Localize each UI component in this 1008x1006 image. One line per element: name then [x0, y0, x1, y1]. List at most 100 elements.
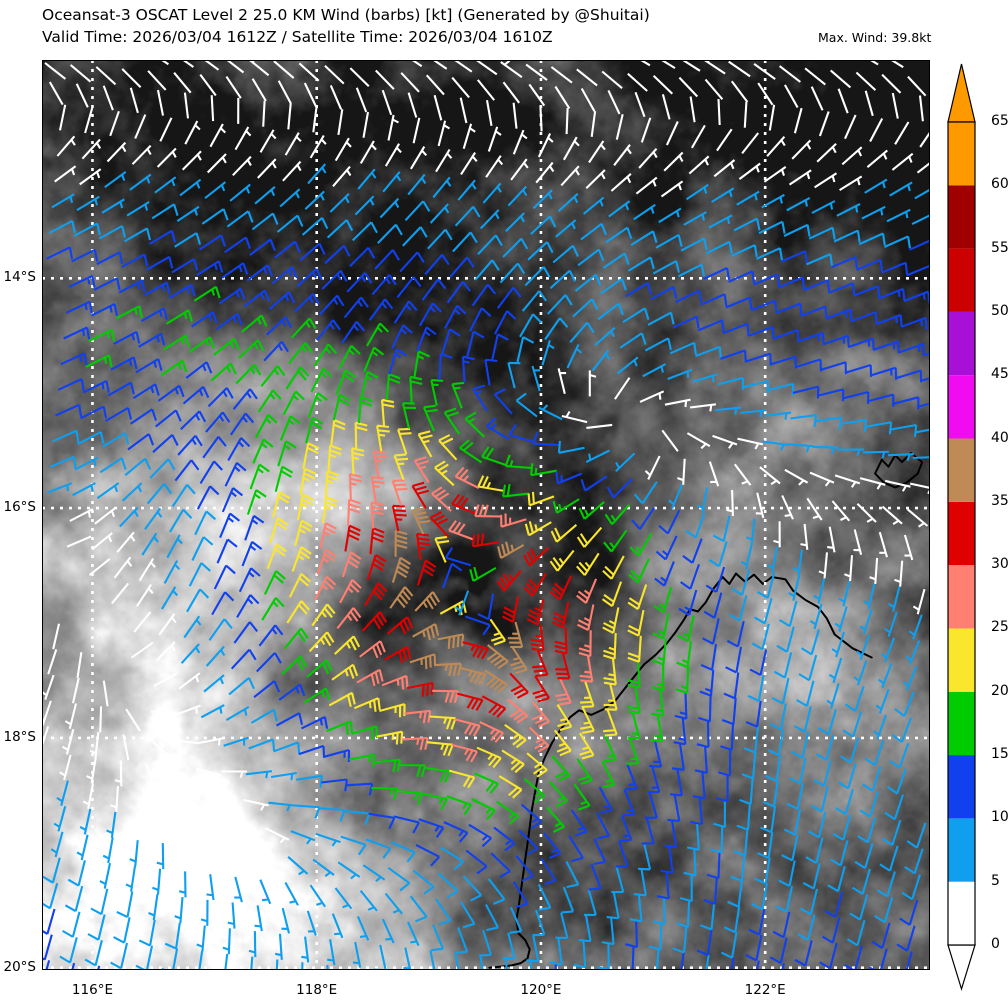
wind-barb	[783, 84, 799, 109]
wind-barb	[781, 834, 799, 862]
wind-barb	[700, 903, 716, 931]
wind-barb	[279, 188, 301, 208]
wind-barb	[831, 256, 859, 269]
wind-barb	[61, 728, 75, 755]
map-plot-area[interactable]	[42, 60, 930, 970]
wind-barb	[851, 868, 871, 895]
wind-barb	[532, 909, 546, 937]
wind-barb	[786, 196, 811, 212]
wind-barb	[555, 471, 583, 485]
wind-barb	[815, 416, 843, 430]
wind-barb	[415, 532, 431, 560]
colorbar-tick-label: 25	[991, 619, 1008, 636]
wind-barb	[173, 739, 200, 745]
wind-barb	[740, 543, 753, 570]
wind-barb	[602, 633, 617, 661]
wind-barb	[547, 294, 573, 315]
wind-barb	[82, 379, 110, 394]
wind-barb	[736, 803, 751, 831]
wind-barb	[323, 748, 351, 763]
wind-barb	[765, 754, 782, 782]
wind-barb	[310, 367, 333, 393]
wind-barb	[426, 741, 454, 757]
wind-barb	[633, 481, 658, 505]
wind-barb	[459, 666, 487, 686]
wind-barb	[504, 723, 527, 749]
wind-barb	[158, 613, 177, 636]
wind-barb	[555, 912, 569, 940]
wind-barb	[505, 212, 525, 233]
wind-barb	[243, 289, 271, 308]
wind-barb	[493, 388, 513, 415]
wind-barb	[309, 884, 326, 908]
wind-barb	[80, 405, 108, 420]
wind-barb	[639, 390, 665, 403]
wind-barb	[812, 445, 839, 455]
wind-barb	[717, 98, 721, 126]
wind-barb	[118, 279, 146, 294]
wind-barb	[204, 181, 227, 200]
wind-barb	[806, 497, 823, 521]
wind-barb	[318, 294, 345, 316]
wind-barb	[227, 902, 236, 929]
wind-barb	[550, 575, 572, 601]
wind-barb	[784, 468, 809, 486]
wind-barb	[318, 807, 346, 822]
wind-barb	[560, 165, 580, 187]
wind-barb	[315, 832, 341, 847]
wind-barb	[253, 680, 281, 699]
wind-barb	[246, 264, 274, 282]
wind-barb	[416, 559, 437, 586]
wind-barb	[884, 611, 898, 638]
wind-barb	[262, 100, 266, 127]
wind-barb	[579, 732, 595, 760]
wind-barb	[582, 196, 605, 215]
wind-barb	[864, 740, 885, 766]
wind-barb	[625, 282, 653, 298]
wind-barb	[124, 457, 152, 477]
wind-barb	[844, 555, 854, 582]
wind-barb	[95, 66, 117, 86]
wind-barb	[551, 601, 570, 629]
map-overlay	[42, 60, 930, 970]
wind-barb	[716, 128, 733, 152]
wind-barb	[686, 432, 711, 450]
wind-barb	[837, 763, 857, 790]
wind-barb	[163, 560, 181, 584]
wind-barb	[611, 866, 625, 894]
wind-barb	[223, 736, 249, 747]
colorbar: 0 5 10 15 20 25 30 35 40 45 50 55 60 65	[940, 58, 1008, 993]
wind-barb	[869, 118, 884, 142]
wind-barb	[357, 168, 377, 190]
wind-barb	[903, 290, 930, 304]
wind-barb	[875, 688, 890, 714]
wind-barb	[238, 567, 261, 593]
wind-barb	[844, 685, 865, 712]
wind-barb	[543, 832, 562, 859]
wind-barb	[871, 922, 891, 949]
wind-barb	[578, 501, 605, 520]
wind-barb	[655, 949, 660, 970]
wind-barb	[573, 941, 587, 969]
wind-barb	[923, 351, 930, 357]
colorbar-tick-label: 20	[991, 682, 1008, 699]
wind-barb	[149, 458, 176, 479]
wind-barb	[104, 170, 127, 189]
wind-barb	[354, 195, 375, 216]
wind-barb	[661, 94, 671, 120]
wind-barb	[199, 460, 223, 484]
wind-barb	[578, 630, 592, 658]
wind-barb	[296, 268, 323, 288]
wind-barb	[869, 557, 879, 584]
y-axis-tick-label: 20°S	[3, 958, 37, 975]
wind-barb	[700, 293, 728, 307]
wind-barb	[602, 607, 620, 634]
wind-barb	[570, 809, 588, 837]
wind-barb	[531, 365, 541, 392]
wind-barb	[271, 266, 298, 285]
wind-barb	[327, 444, 342, 472]
wind-barb	[454, 466, 480, 490]
wind-barb	[708, 461, 720, 487]
wind-barb	[658, 509, 681, 535]
